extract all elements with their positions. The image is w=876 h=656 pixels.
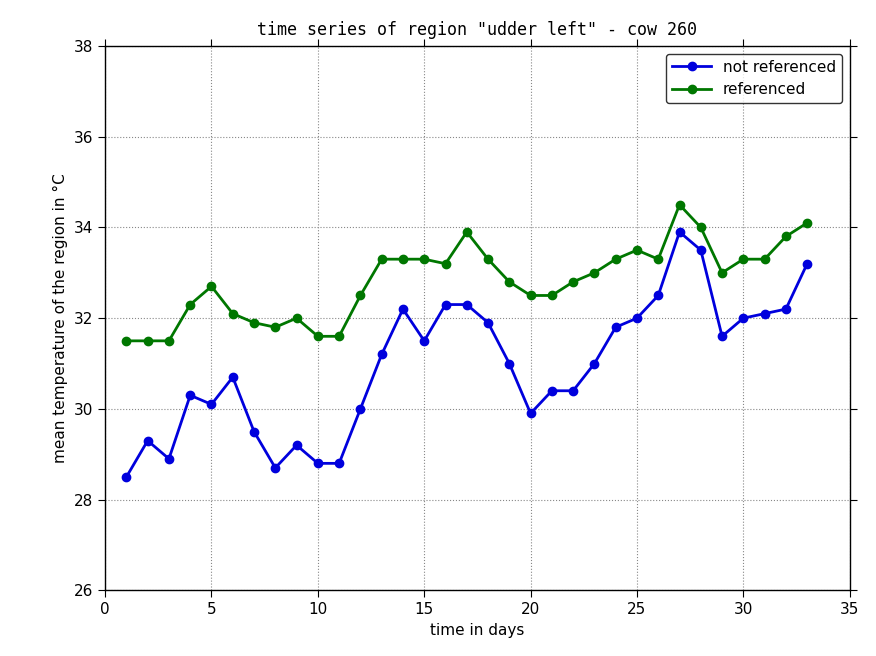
referenced [781,233,791,241]
X-axis label: time in days: time in days [430,623,525,638]
not referenced [377,350,387,358]
referenced [526,291,536,299]
not referenced [143,437,153,445]
referenced [802,219,812,227]
Legend: not referenced, referenced: not referenced, referenced [667,54,842,104]
not referenced [802,260,812,268]
not referenced [568,387,578,395]
not referenced [292,441,302,449]
Y-axis label: mean temperature of the region in °C: mean temperature of the region in °C [53,173,68,463]
not referenced [313,459,323,467]
referenced [121,337,131,345]
referenced [398,255,408,263]
referenced [590,269,600,277]
referenced [228,310,238,318]
not referenced [547,387,557,395]
not referenced [419,337,429,345]
referenced [632,246,642,254]
not referenced [611,323,621,331]
not referenced [355,405,365,413]
not referenced [759,310,770,318]
referenced [164,337,174,345]
referenced [611,255,621,263]
not referenced [398,305,408,313]
not referenced [228,373,238,381]
referenced [143,337,153,345]
referenced [653,255,663,263]
referenced [292,314,302,322]
not referenced [781,305,791,313]
referenced [377,255,387,263]
not referenced [483,319,493,327]
Title: time series of region "udder left" - cow 260: time series of region "udder left" - cow… [258,21,697,39]
referenced [504,278,514,286]
referenced [334,333,344,340]
not referenced [249,428,259,436]
not referenced [717,333,727,340]
not referenced [185,392,195,400]
referenced [185,300,195,308]
not referenced [462,300,472,308]
not referenced [675,228,685,236]
not referenced [696,246,706,254]
not referenced [164,455,174,462]
not referenced [334,459,344,467]
not referenced [270,464,280,472]
referenced [419,255,429,263]
referenced [313,333,323,340]
not referenced [738,314,749,322]
not referenced [526,409,536,417]
referenced [249,319,259,327]
referenced [696,224,706,232]
not referenced [206,400,216,408]
referenced [483,255,493,263]
not referenced [632,314,642,322]
referenced [717,269,727,277]
referenced [441,260,451,268]
referenced [759,255,770,263]
referenced [547,291,557,299]
not referenced [590,359,600,367]
referenced [738,255,749,263]
referenced [675,201,685,209]
not referenced [504,359,514,367]
Line: referenced: referenced [123,201,811,345]
Line: not referenced: not referenced [123,228,811,481]
referenced [462,228,472,236]
referenced [270,323,280,331]
not referenced [121,473,131,481]
not referenced [441,300,451,308]
referenced [355,291,365,299]
not referenced [653,291,663,299]
referenced [568,278,578,286]
referenced [206,283,216,291]
